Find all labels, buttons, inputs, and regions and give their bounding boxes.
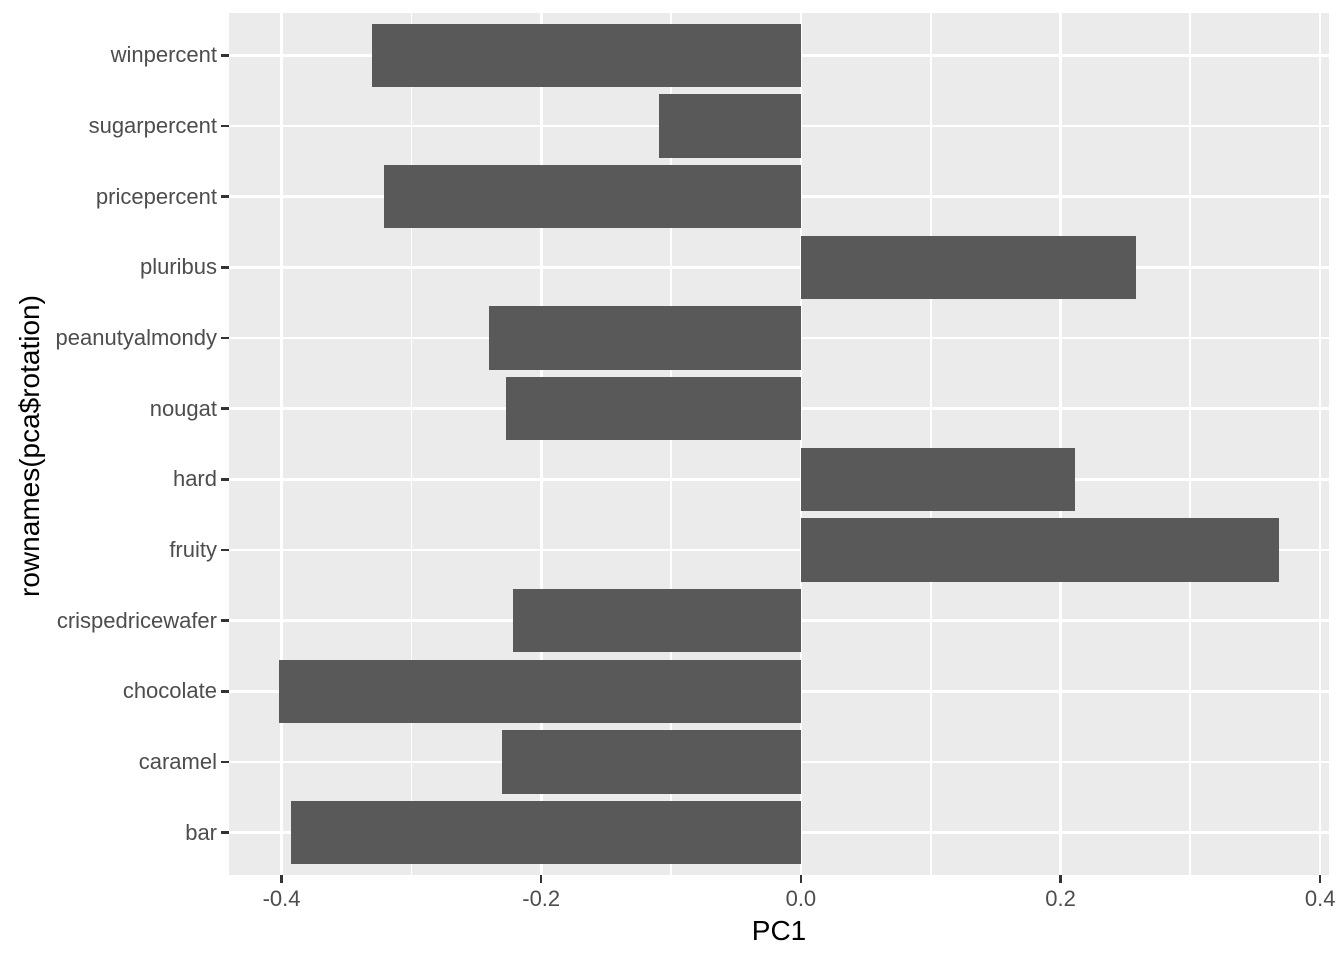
y-tick-mark [221, 266, 229, 269]
x-tick-mark [539, 875, 543, 883]
y-tick-mark [221, 690, 229, 693]
y-category-label-crispedricewafer: crispedricewafer [56, 607, 217, 633]
bar-nougat [506, 376, 801, 441]
x-tick-label: 0.2 [1045, 886, 1076, 911]
major-gridline [1318, 13, 1322, 875]
x-tick-label: 0.4 [1304, 886, 1336, 911]
bar-pricepercent [384, 164, 801, 229]
y-tick-mark [221, 336, 229, 340]
bar-sugarpercent [659, 94, 801, 158]
y-category-label-hard: hard [172, 466, 217, 492]
y-category-label-pluribus: pluribus [139, 254, 217, 280]
minor-gridline [929, 13, 932, 875]
plot-panel [229, 13, 1329, 875]
x-tick-mark [799, 875, 803, 883]
minor-gridline [1189, 13, 1192, 875]
y-category-label-peanutyalmondy: peanutyalmondy [55, 325, 217, 351]
major-gridline [539, 13, 543, 875]
bar-hard [800, 447, 1075, 512]
y-tick-mark [221, 54, 229, 57]
x-tick-label: -0.4 [262, 886, 301, 911]
x-axis-title: PC1 [751, 915, 807, 946]
bar-crispedricewafer [512, 588, 801, 653]
major-gridline [1059, 13, 1062, 875]
major-gridline [280, 13, 283, 875]
y-category-label-winpercent: winpercent [110, 42, 217, 68]
bar-bar [290, 800, 801, 865]
x-tick-label: -0.2 [522, 886, 561, 911]
y-category-label-bar: bar [185, 819, 217, 845]
x-tick-mark [280, 875, 283, 883]
x-tick-mark [1318, 875, 1322, 883]
category-gridline [229, 478, 1329, 481]
y-category-label-fruity: fruity [169, 536, 217, 562]
y-tick-mark [221, 124, 229, 128]
y-tick-mark [221, 478, 229, 481]
x-tick-mark [1059, 875, 1062, 883]
y-category-label-chocolate: chocolate [122, 678, 217, 704]
bar-peanutyalmondy [489, 306, 801, 370]
y-tick-mark [221, 548, 229, 552]
minor-gridline [410, 13, 413, 875]
y-tick-mark [221, 831, 229, 834]
bar-fruity [800, 518, 1279, 582]
y-tick-mark [221, 195, 229, 198]
x-tick-label: 0.0 [785, 886, 817, 911]
y-tick-mark [221, 407, 229, 410]
y-axis-title: rownames(pca$rotation) [14, 295, 45, 597]
bar-chocolate [278, 659, 801, 724]
y-category-label-pricepercent: pricepercent [95, 183, 217, 209]
y-category-label-nougat: nougat [149, 395, 217, 421]
bar-pluribus [800, 235, 1136, 300]
y-category-label-sugarpercent: sugarpercent [88, 113, 217, 139]
y-category-label-caramel: caramel [138, 748, 217, 774]
y-tick-mark [221, 619, 229, 622]
category-gridline [229, 266, 1329, 269]
bar-winpercent [372, 23, 801, 88]
category-gridline [229, 548, 1329, 552]
minor-gridline [670, 13, 672, 875]
bar-caramel [502, 730, 801, 794]
major-gridline [799, 13, 803, 875]
y-tick-mark [221, 760, 229, 764]
